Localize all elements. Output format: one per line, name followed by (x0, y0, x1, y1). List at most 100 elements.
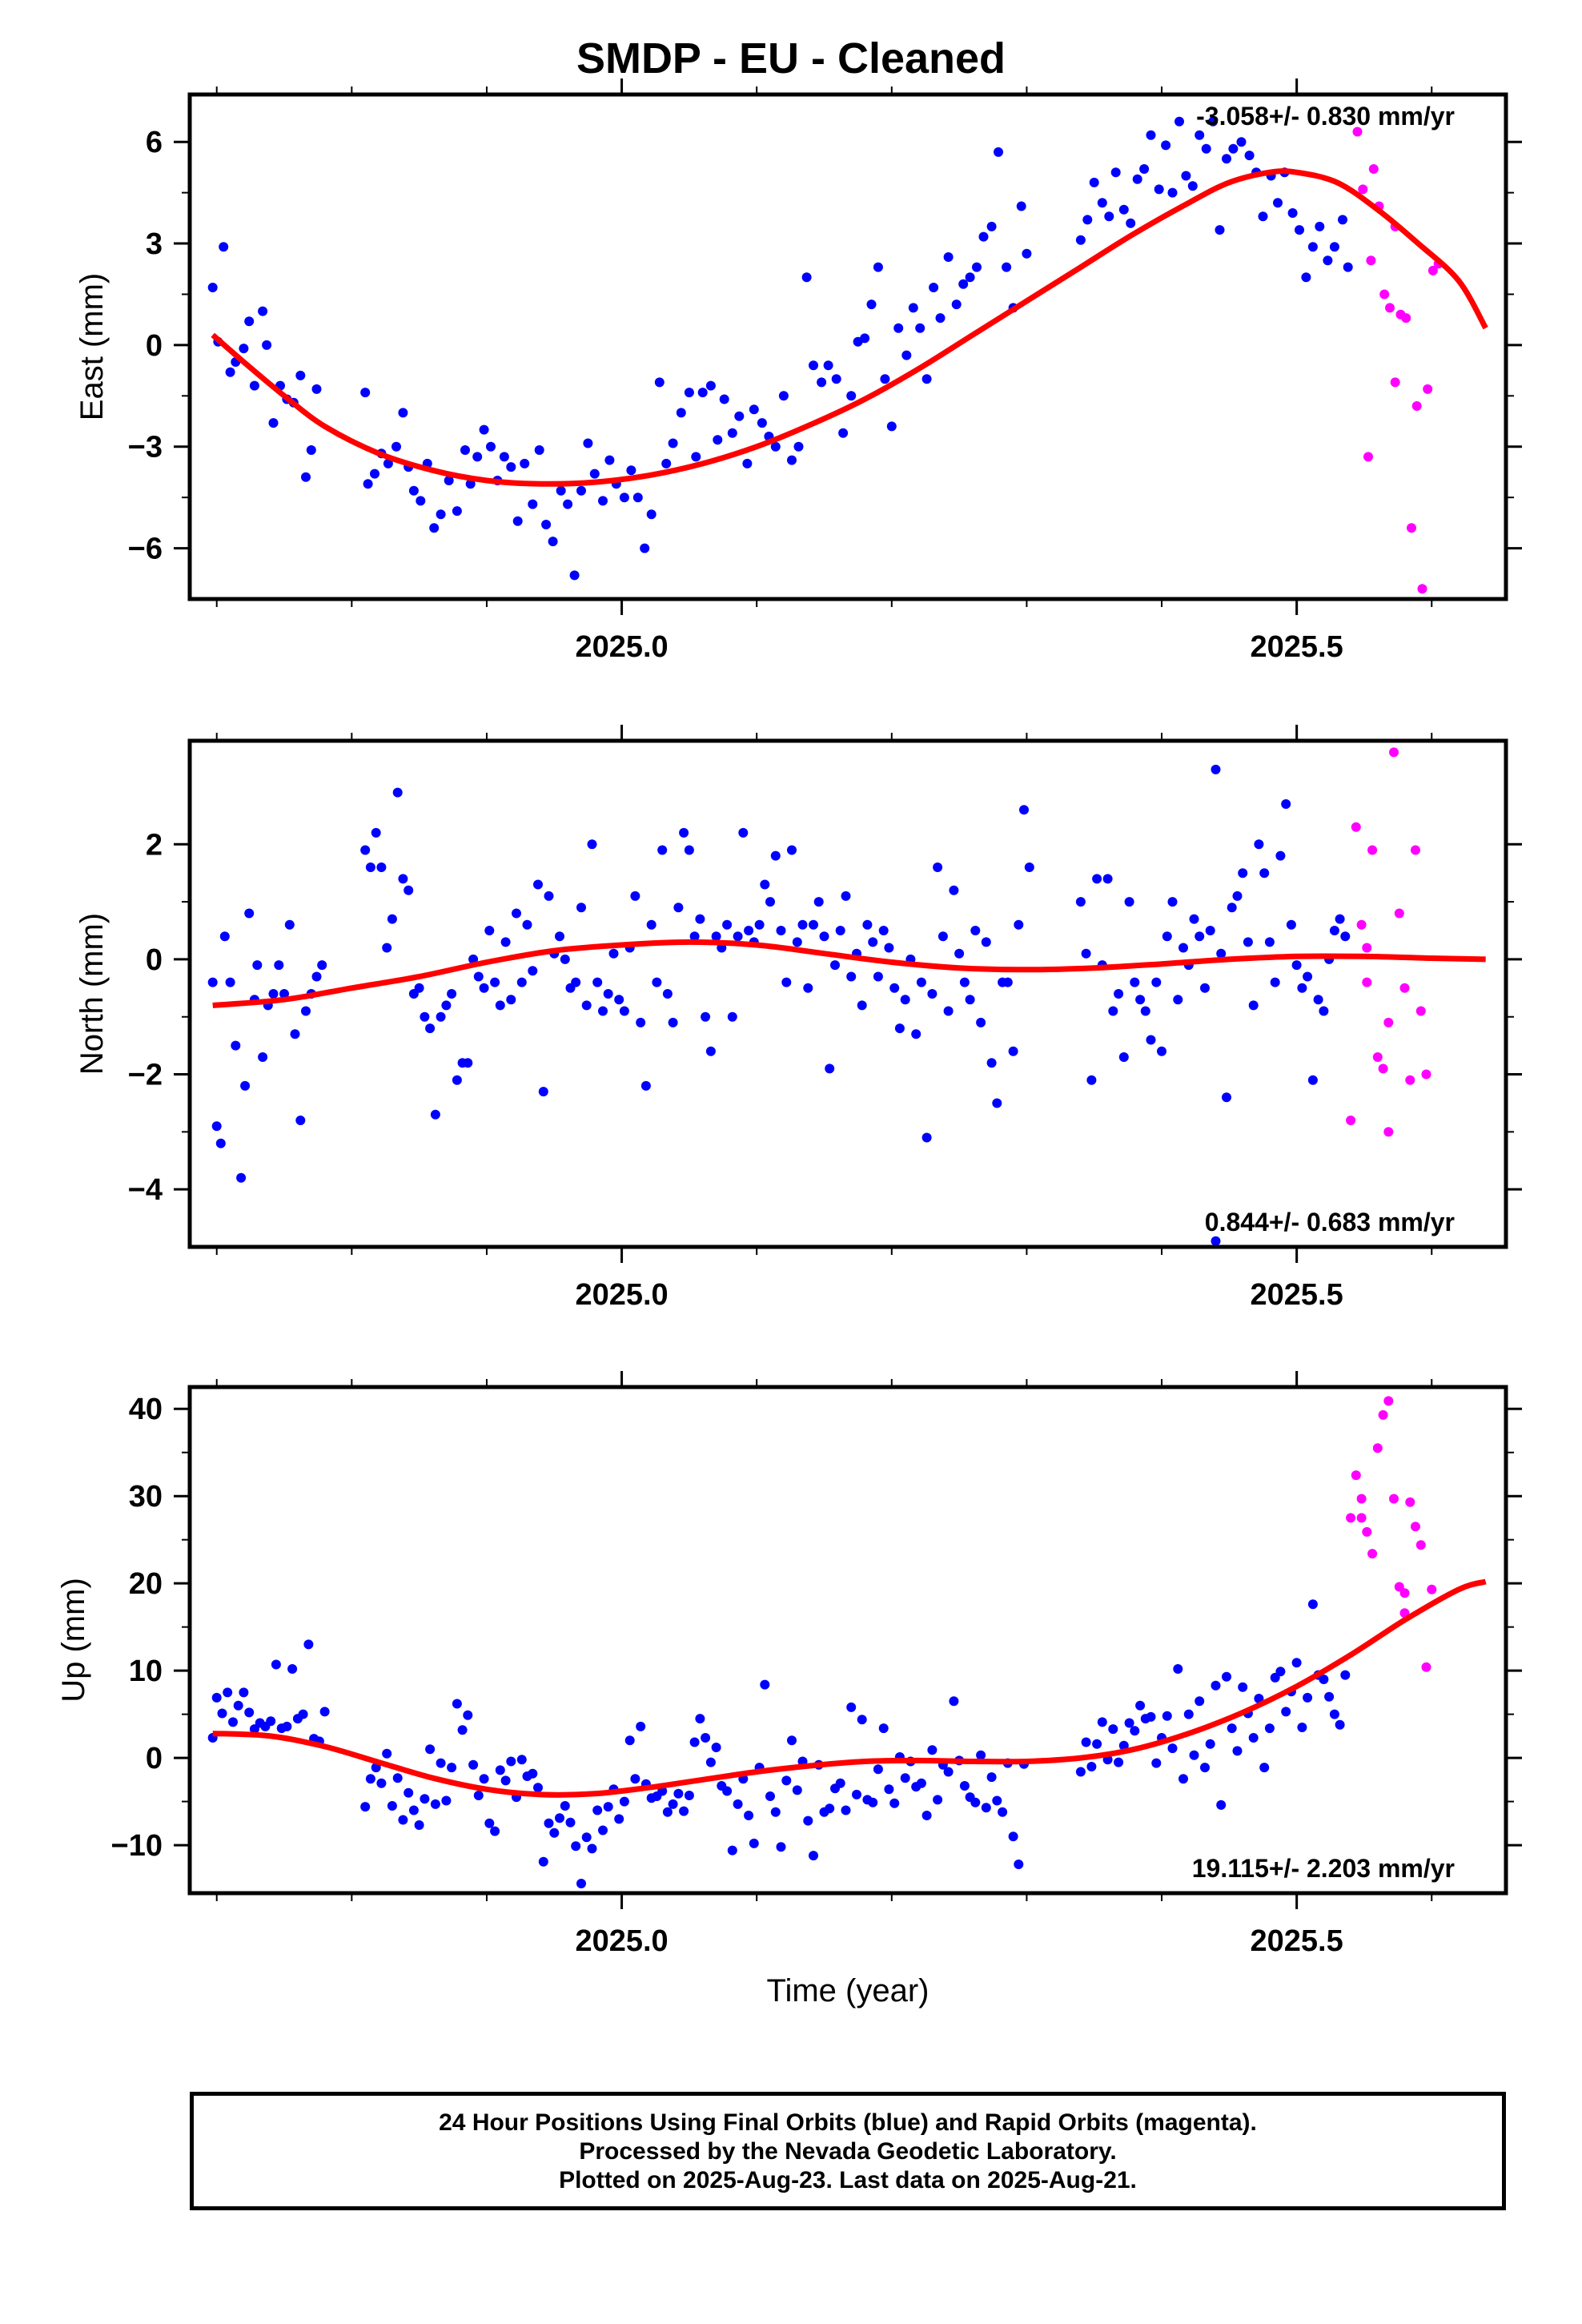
footer-line-processed: Processed by the Nevada Geodetic Laborat… (579, 2138, 1117, 2165)
final-orbit-point (408, 485, 419, 496)
rapid-orbit-point (1399, 983, 1410, 993)
final-orbit-point (1167, 1743, 1178, 1754)
y-tick-label: 0 (146, 329, 163, 363)
final-orbit-point (398, 1815, 408, 1825)
final-orbit-point (684, 1791, 694, 1800)
y-tick-label: 0 (146, 1742, 163, 1775)
final-orbit-point (819, 931, 829, 942)
final-orbit-point (1189, 1750, 1199, 1760)
final-orbit-point (1291, 960, 1302, 971)
final-orbit-point (217, 1708, 227, 1719)
rapid-orbit-point (1383, 1396, 1394, 1406)
final-orbit-point (684, 388, 694, 398)
final-orbit-point (744, 926, 754, 935)
fit-curve (211, 168, 1488, 487)
final-orbit-point (576, 485, 586, 496)
final-orbit-point (1097, 198, 1107, 208)
panel-up: 2025.0 2025.5 −10 0 10 20 30 40 Up (mm) Time (yea… (56, 1371, 1522, 2008)
final-orbit-point (1205, 926, 1215, 935)
rapid-orbit-point (1358, 184, 1368, 195)
final-orbit-point (1130, 1726, 1140, 1736)
final-orbit-point (319, 1707, 330, 1717)
final-orbit-point (1323, 255, 1333, 266)
final-orbit-point (614, 1814, 624, 1824)
final-orbit-point (360, 388, 371, 398)
final-orbit-point (749, 1838, 759, 1848)
final-orbit-point (1161, 140, 1171, 151)
final-orbit-point (958, 279, 969, 289)
final-orbit-point (463, 1710, 473, 1720)
final-orbit-point (560, 954, 570, 964)
final-orbit-point (1097, 1717, 1107, 1727)
final-orbit-point (793, 441, 804, 452)
final-orbit-point (1135, 1700, 1146, 1711)
final-orbit-point (823, 360, 833, 371)
final-orbit-point (376, 1778, 387, 1788)
final-orbit-point (581, 1000, 592, 1011)
final-orbit-point (598, 1006, 608, 1016)
final-orbit-point (927, 989, 938, 999)
final-orbit-point (626, 465, 636, 476)
final-orbit-point (770, 850, 781, 861)
final-orbit-point (619, 493, 629, 503)
final-orbit-point (927, 1745, 938, 1755)
final-orbit-point (1086, 1075, 1097, 1085)
final-orbit-point (430, 1799, 440, 1809)
final-orbit-point (965, 995, 975, 1005)
final-orbit-point (549, 1827, 560, 1838)
final-orbit-point (365, 1774, 375, 1784)
final-orbit-point (668, 438, 678, 448)
final-orbit-point (587, 839, 597, 850)
final-orbit-point (1259, 1763, 1270, 1773)
final-orbit-point (1195, 130, 1205, 140)
final-orbit-point (376, 862, 387, 872)
y-tick-label: 0 (146, 943, 163, 977)
final-orbit-point (490, 1826, 500, 1836)
final-orbit-point (486, 441, 496, 452)
final-orbit-point (992, 1098, 1002, 1108)
y-tick-label: 2 (146, 828, 163, 862)
final-orbit-point (382, 1748, 392, 1759)
final-orbit-point (225, 977, 235, 987)
final-orbit-point (1181, 171, 1191, 181)
final-orbit-point (228, 1717, 238, 1727)
final-orbit-point (1002, 262, 1012, 272)
final-orbit-point (781, 977, 792, 987)
final-orbit-point (1208, 116, 1219, 127)
final-orbit-point (757, 418, 767, 428)
final-orbit-point (425, 1023, 436, 1034)
final-orbit-point (733, 1799, 743, 1809)
final-orbit-point (654, 377, 665, 388)
final-orbit-point (900, 1773, 910, 1783)
final-orbit-point (691, 452, 701, 462)
rapid-orbit-point (1372, 1443, 1383, 1454)
rapid-orbit-point (1405, 1075, 1415, 1085)
final-orbit-point (921, 1132, 932, 1143)
final-orbit-point (744, 1811, 754, 1820)
final-orbit-point (1303, 971, 1313, 982)
final-orbit-point (787, 1735, 797, 1746)
final-orbit-point (266, 1716, 276, 1727)
final-orbit-point (1307, 242, 1318, 252)
final-orbit-point (1297, 1723, 1307, 1732)
final-orbit-point (878, 1723, 889, 1734)
final-orbit-point (1162, 1711, 1172, 1721)
final-orbit-point (484, 1818, 495, 1828)
final-orbit-point (929, 283, 939, 292)
final-orbit-point (981, 1803, 991, 1813)
final-orbit-point (360, 845, 371, 855)
final-orbit-point (479, 424, 489, 435)
final-orbit-point (1126, 218, 1136, 228)
final-orbit-point (392, 1773, 403, 1783)
final-orbit-point (630, 891, 640, 901)
final-orbit-point (846, 1702, 857, 1712)
final-orbit-point (719, 394, 729, 404)
final-orbit-point (533, 879, 543, 890)
final-orbit-point (522, 919, 532, 930)
final-orbit-point (981, 937, 991, 947)
final-orbit-point (1114, 1757, 1124, 1767)
y-tick-label: −4 (128, 1173, 163, 1207)
final-orbit-point (873, 971, 883, 982)
footer-caption-box: 24 Hour Positions Using Final Orbits (bl… (190, 2092, 1506, 2210)
final-orbit-point (1174, 116, 1184, 127)
